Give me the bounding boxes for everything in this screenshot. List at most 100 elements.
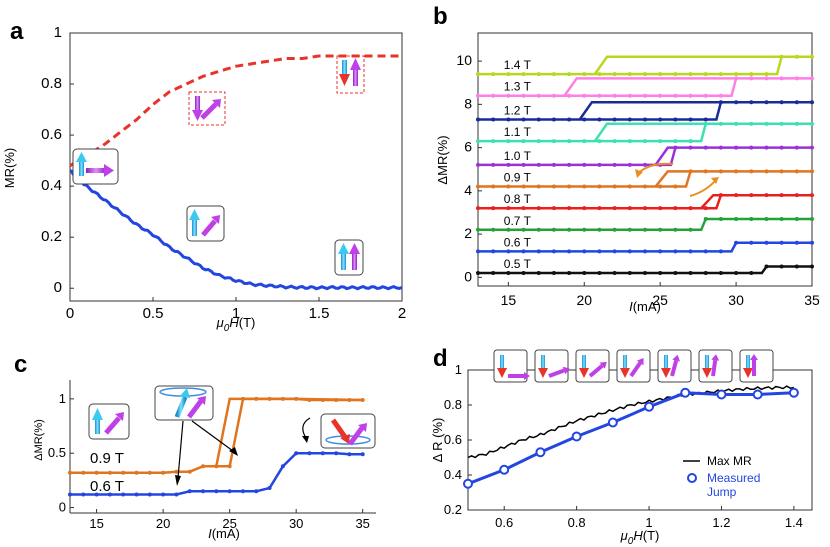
panel-a-ytick-label: 0.8 [41, 75, 62, 92]
inset-a-red-dashed-mid [188, 91, 226, 126]
panel-b-point [658, 139, 663, 144]
panel-d-point [571, 431, 582, 442]
panel-b-point [810, 121, 814, 126]
panel-d-inset-magenta-arrow [636, 357, 644, 366]
panel-b-series-1.3 T-forward [478, 77, 812, 97]
panel-c-ticks: 15 20 25 30 35 0 0.5 1 [48, 391, 370, 531]
legend-measured-label-1: Measured [707, 471, 760, 485]
panel-b-point [627, 271, 632, 276]
panel-b-point [734, 271, 739, 276]
panel-b-point [658, 206, 663, 211]
panel-b-point [749, 121, 754, 126]
panel-d-point [644, 401, 655, 412]
panel-b-point [476, 184, 480, 189]
panel-b-point [703, 117, 708, 122]
panel-c-series-0.9 T-return [203, 397, 363, 468]
panel-b-point [673, 93, 678, 98]
panel-b-series-1.4 T-return [593, 55, 782, 75]
panel-d-inset-cyan-bar [582, 355, 586, 369]
panel-b-point [658, 117, 663, 122]
panel-b-point [521, 184, 526, 189]
panel-b-point [794, 100, 799, 105]
panel-b-series-0.7 T-forward [478, 217, 812, 232]
panel-c-point [187, 489, 192, 494]
panel-b-series-0.9 T-return [654, 170, 691, 188]
panel-c-label-06T: 0.6 T [90, 478, 124, 495]
panel-b-point [734, 240, 739, 245]
panel-b-point [658, 227, 663, 232]
panel-d-inset-7 [739, 349, 774, 383]
legend-measured-marker [687, 473, 697, 483]
panel-b-ytick-label: 8 [464, 95, 472, 111]
panel-b-label-0.8T: 0.8 T [504, 192, 532, 206]
panel-d-inset-down-arrow [538, 368, 548, 378]
panel-d-ytick-label: 0.8 [444, 397, 462, 412]
panel-b-ytick-label: 6 [464, 139, 472, 155]
panel-b-point [521, 117, 526, 122]
panel-c-point [240, 489, 245, 494]
panel-b-point [764, 264, 769, 269]
panel-a-xtick-label: 1 [232, 305, 240, 322]
panel-b-point [476, 139, 480, 144]
panel-c-point [227, 464, 232, 469]
panel-letter-a: a [10, 18, 24, 45]
panel-d-inset-2 [534, 349, 570, 383]
panel-b-point [810, 145, 814, 150]
panel-b-point [491, 162, 496, 167]
panel-a-xtick-label: 0 [66, 305, 74, 322]
panel-b-point [779, 193, 784, 198]
panel-b-point [582, 227, 587, 232]
panel-b-point [612, 72, 617, 77]
panel-b-point [551, 227, 556, 232]
panel-b-point [643, 184, 647, 189]
panel-c-point [294, 451, 299, 456]
panel-d-point [716, 389, 727, 400]
panel-b-point [810, 169, 814, 174]
panel-d-inset-4 [616, 349, 651, 383]
panel-b-point [779, 240, 784, 245]
inset-a-parallel-low-field [72, 148, 119, 185]
panel-c-point [320, 451, 325, 456]
panel-c-point [174, 492, 179, 497]
panel-b-xtick-label: 15 [501, 292, 517, 308]
panel-d-xtick-label: 1.4 [785, 515, 803, 530]
panel-b-point [612, 206, 617, 211]
panel-b-series [476, 54, 814, 276]
panel-b-series-0.9 T-forward [478, 170, 812, 188]
panel-b-frame [477, 32, 813, 287]
panel-b-point [673, 184, 678, 189]
panel-b-series-1.1 T-return [593, 122, 706, 142]
panel-b-point [627, 139, 632, 144]
panel-b-point [582, 271, 587, 276]
panel-d-inset-magenta-bar [629, 361, 642, 378]
panel-d-inset-cyan-bar [541, 355, 545, 369]
panel-b-point [749, 100, 754, 105]
panel-a-ytick-label: 0.6 [41, 126, 62, 143]
panel-b-point [643, 271, 647, 276]
panel-c-ylabel: ΔMR(%) [33, 419, 45, 461]
panel-b-point [658, 72, 663, 77]
panel-b-point [582, 93, 587, 98]
panel-c-label-09T: 0.9 T [90, 450, 124, 467]
panel-b-label-1.0T: 1.0 T [504, 149, 532, 163]
panel-c-point [121, 492, 126, 497]
panel-d-series-max-mr [467, 385, 795, 459]
panel-b-point [597, 93, 602, 98]
panel-b-point [551, 72, 556, 77]
panel-d-inset-row [493, 349, 774, 383]
panel-c-point [347, 452, 352, 457]
panel-c-xtick-label: 35 [355, 516, 369, 531]
panel-b-point [688, 139, 693, 144]
panel-d-xtick-label: 0.8 [568, 515, 586, 530]
panel-b-point [567, 206, 572, 211]
panel-c-point [174, 469, 179, 474]
panel-b-label-0.9T: 0.9 T [504, 171, 532, 185]
panel-b-point [810, 264, 814, 269]
panel-b-point [779, 121, 784, 126]
panel-b-point [551, 206, 556, 211]
panel-b-point [582, 139, 587, 144]
panel-d-xtick-label: 1 [645, 515, 652, 530]
panel-b-point [506, 206, 511, 211]
panel-b-point [582, 184, 587, 189]
panel-b-point [627, 162, 632, 167]
